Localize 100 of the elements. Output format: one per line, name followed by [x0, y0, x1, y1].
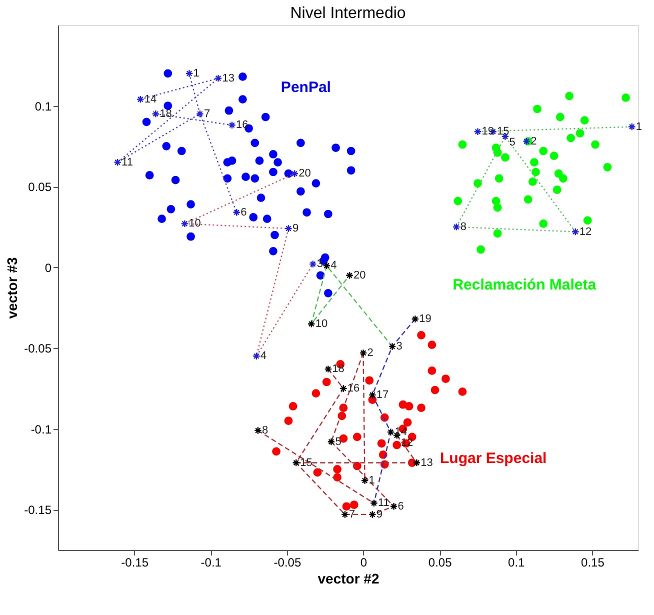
point: [533, 104, 542, 114]
annotation: 14: [144, 93, 157, 106]
point: [552, 186, 562, 194]
point: [350, 500, 358, 509]
point: [603, 162, 612, 172]
annotation: 9: [292, 222, 299, 235]
point: [224, 106, 234, 115]
annotation: 16: [236, 119, 248, 132]
annotation: 7: [348, 508, 356, 520]
point: [185, 70, 194, 78]
annotation: 13: [420, 456, 433, 469]
point: [566, 134, 576, 142]
y-tick-label: 0: [44, 260, 52, 275]
y-axis-title: vector #3: [4, 257, 20, 319]
point: [238, 95, 247, 104]
annotation: 10: [188, 218, 201, 230]
point: [352, 432, 362, 442]
point: [591, 140, 600, 149]
point: [412, 458, 421, 467]
y-tick-label: -0.1: [30, 422, 52, 436]
point: [360, 476, 369, 484]
point: [532, 168, 540, 176]
annotation: 4: [260, 350, 267, 362]
annotation: 19: [419, 313, 432, 325]
point: [333, 473, 342, 482]
point: [162, 142, 171, 150]
point: [346, 146, 356, 156]
point: [223, 174, 232, 183]
point: [386, 428, 395, 436]
point: [214, 74, 222, 82]
point: [269, 168, 278, 176]
point: [238, 72, 247, 81]
point: [324, 288, 332, 298]
point: [296, 138, 305, 148]
point: [556, 112, 564, 122]
point: [164, 69, 172, 78]
annotation: 20: [354, 269, 366, 282]
point: [576, 129, 584, 138]
point: [324, 210, 332, 218]
point: [339, 384, 348, 392]
point: [342, 502, 351, 511]
point: [428, 340, 436, 350]
y-tick-label: 0.1: [34, 99, 52, 114]
point: [580, 116, 589, 124]
point: [274, 158, 282, 166]
point: [114, 158, 122, 166]
point: [346, 166, 356, 175]
annotation: 16: [347, 382, 360, 394]
point: [312, 179, 320, 188]
annotation: 1: [193, 67, 200, 80]
annotation: 4: [330, 260, 337, 272]
point: [254, 426, 262, 434]
point: [322, 378, 331, 386]
point: [256, 194, 266, 202]
point: [430, 386, 440, 394]
point: [340, 510, 349, 518]
x-tick-label: -0.1: [200, 556, 222, 570]
point: [262, 214, 272, 224]
point: [392, 440, 402, 450]
point: [327, 438, 336, 446]
point: [365, 376, 374, 385]
point: [368, 390, 376, 399]
point: [550, 152, 558, 160]
annotation: 2: [367, 346, 374, 359]
annotation: 17: [376, 388, 389, 401]
annotation: 20: [298, 168, 311, 180]
annotation: 1: [368, 474, 375, 487]
point: [232, 208, 241, 216]
x-tick-label: 0.15: [581, 556, 605, 570]
x-tick-label: 0.05: [428, 556, 452, 570]
point: [284, 224, 292, 232]
point: [312, 389, 320, 398]
x-tick-label: -0.05: [274, 556, 302, 570]
point: [322, 262, 331, 270]
annotation: 6: [398, 500, 404, 512]
point: [417, 404, 426, 412]
point: [388, 342, 396, 350]
point: [452, 222, 460, 231]
point: [136, 95, 144, 104]
series-label: PenPal: [280, 79, 331, 96]
point: [539, 220, 548, 228]
point: [628, 122, 636, 131]
point: [186, 232, 195, 241]
point: [166, 204, 176, 214]
point: [142, 118, 151, 126]
point: [442, 374, 450, 383]
point: [228, 121, 236, 130]
y-tick-label: 0.05: [28, 180, 52, 194]
point: [180, 220, 189, 228]
point: [565, 92, 574, 100]
point: [313, 468, 322, 477]
point: [411, 315, 420, 323]
point: [539, 146, 548, 156]
point: [368, 510, 376, 518]
point: [370, 499, 378, 508]
y-tick-label: -0.15: [24, 503, 52, 518]
annotation: 13: [222, 72, 235, 84]
point: [288, 402, 298, 410]
annotation: 15: [497, 126, 510, 138]
point: [493, 203, 502, 212]
